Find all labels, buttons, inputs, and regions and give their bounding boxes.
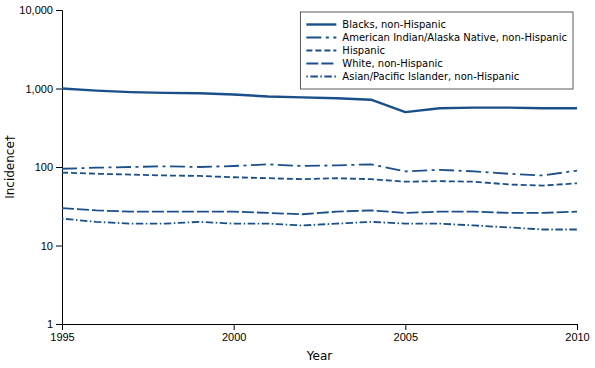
legend-swatch (306, 63, 336, 65)
x-tick-label: 2000 (222, 331, 246, 343)
x-tick: 1995 (50, 324, 74, 343)
x-tick: 2000 (222, 324, 246, 343)
legend-label: Blacks, non-Hispanic (342, 19, 446, 30)
chart: 1995 2000 2005 2010 1 10 100 1,000 10,000 Blacks,… (0, 0, 595, 368)
x-tick: 2005 (394, 324, 418, 343)
lines (62, 89, 577, 230)
series-line (62, 164, 577, 175)
series-line (62, 208, 577, 214)
legend-label: Asian/Pacific Islander, non-Hispanic (342, 71, 519, 82)
y-tick-label: 10 (41, 240, 53, 252)
y-tick: 100 (35, 161, 62, 173)
series-line (62, 219, 577, 230)
x-axis-title: Year (306, 349, 332, 363)
y-axis: 1 10 100 1,000 10,000 (19, 4, 62, 330)
x-tick-mark (405, 324, 406, 330)
legend-label: Hispanic (342, 45, 385, 56)
plot-area: 1995 2000 2005 2010 1 10 100 1,000 10,000 Blacks,… (19, 4, 589, 343)
legend-frame (300, 12, 573, 89)
legend: Blacks, non-Hispanic American Indian/Alas… (300, 12, 573, 89)
legend-swatch (306, 23, 336, 25)
y-tick: 1 (47, 318, 62, 330)
y-tick-mark (56, 10, 62, 11)
series-line (62, 89, 577, 113)
y-tick-label: 10,000 (19, 4, 53, 16)
legend-label: American Indian/Alaska Native, non-Hispa… (342, 32, 567, 43)
y-tick: 10,000 (19, 4, 62, 16)
y-tick-mark (56, 246, 62, 247)
x-tick-label: 2010 (565, 331, 589, 343)
series-line (62, 173, 577, 186)
legend-swatch (306, 76, 336, 78)
x-axis: 1995 2000 2005 2010 (50, 324, 589, 343)
x-tick-label: 1995 (50, 331, 74, 343)
x-tick-mark (577, 324, 578, 330)
x-tick-label: 2005 (394, 331, 418, 343)
y-axis-title: Incidence† (3, 135, 17, 199)
y-tick-label: 1,000 (25, 83, 53, 95)
y-tick-label: 100 (35, 161, 53, 173)
y-tick: 10 (41, 240, 62, 252)
x-tick-mark (234, 324, 235, 330)
x-tick: 2010 (565, 324, 589, 343)
legend-label: White, non-Hispanic (342, 58, 442, 69)
y-tick-mark (56, 324, 62, 325)
x-axis-line (63, 325, 578, 331)
y-tick-mark (56, 167, 62, 168)
y-tick-mark (56, 89, 62, 90)
y-tick-label: 1 (47, 318, 53, 330)
y-axis-line (56, 11, 63, 325)
y-tick: 1,000 (25, 83, 62, 95)
legend-swatch (306, 37, 336, 39)
legend-swatch (306, 50, 336, 52)
